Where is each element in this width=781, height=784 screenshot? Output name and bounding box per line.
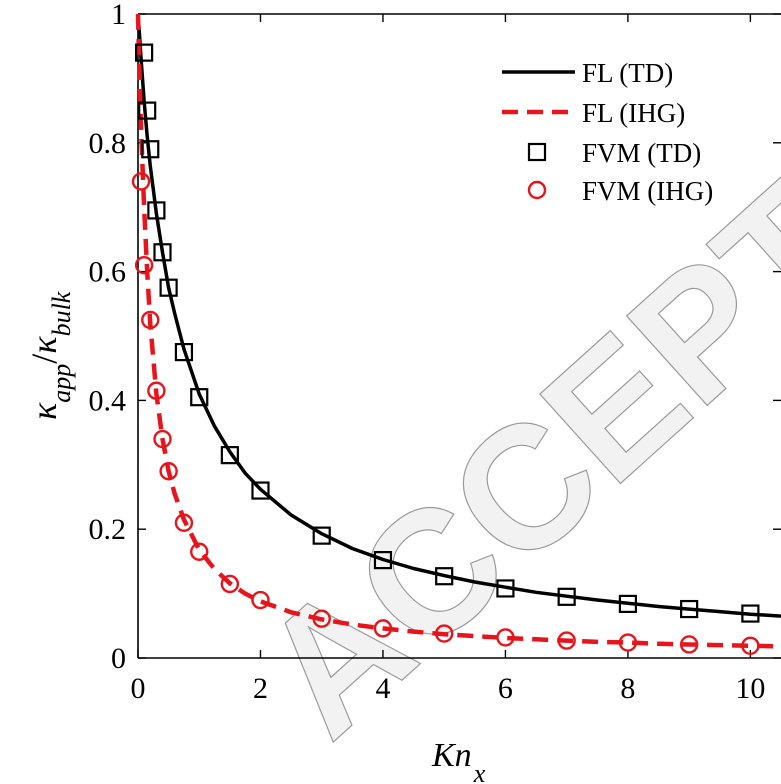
data-point-fvm-td bbox=[435, 567, 454, 586]
data-point-fvm-ihg bbox=[312, 609, 331, 628]
data-point-fvm-ihg bbox=[618, 633, 638, 652]
data-point-fvm-ihg bbox=[251, 590, 270, 610]
data-point-fvm-ihg bbox=[373, 619, 393, 638]
y-tick-label: 0.6 bbox=[89, 256, 127, 289]
y-tick-label: 0.2 bbox=[89, 513, 127, 546]
series-line-fl-ihg bbox=[135, 13, 781, 649]
data-point-fvm-ihg bbox=[557, 631, 576, 650]
legend-marker-fvm-ihg bbox=[527, 180, 547, 200]
legend-label-fl-ihg: FL (IHG) bbox=[582, 98, 685, 128]
y-axis-label-kappa-1: κ bbox=[24, 402, 64, 420]
y-axis-label: κapp/κbulk bbox=[24, 291, 76, 420]
y-tick-label: 0.4 bbox=[89, 384, 127, 417]
legend-label-fvm-td: FVM (TD) bbox=[582, 138, 701, 168]
data-point-fvm-ihg bbox=[496, 628, 515, 647]
data-point-fvm-td bbox=[557, 587, 576, 606]
data-point-fvm-td bbox=[373, 551, 393, 570]
y-axis-label-slash: / bbox=[24, 354, 64, 364]
data-point-fvm-ihg bbox=[153, 429, 172, 449]
y-tick-label: 0 bbox=[111, 642, 126, 675]
x-axis-label-sub: x bbox=[473, 759, 486, 784]
data-point-fvm-td bbox=[135, 43, 154, 62]
data-point-fvm-td bbox=[741, 604, 760, 623]
data-point-fvm-td bbox=[496, 579, 515, 598]
x-axis-label: Knx bbox=[431, 737, 486, 784]
data-point-fvm-td bbox=[138, 101, 157, 120]
data-point-fvm-ihg bbox=[159, 462, 178, 481]
y-axis-label-sub-app: app bbox=[47, 364, 76, 403]
data-point-fvm-td bbox=[220, 446, 239, 465]
x-axis-label-main: Kn bbox=[431, 737, 472, 774]
data-point-fvm-td bbox=[159, 278, 178, 297]
x-ticks: 0 2 4 6 8 10 bbox=[131, 14, 765, 705]
data-point-fvm-ihg bbox=[190, 542, 209, 561]
series-line-fl-td bbox=[136, 13, 781, 618]
data-point-fvm-ihg bbox=[174, 513, 194, 532]
data-point-fvm-td bbox=[251, 481, 270, 500]
x-tick-label: 2 bbox=[253, 672, 268, 705]
data-point-fvm-ihg bbox=[220, 574, 240, 594]
x-tick-label: 10 bbox=[735, 672, 765, 705]
data-point-fvm-ihg bbox=[147, 381, 166, 400]
x-tick-label: 6 bbox=[498, 672, 513, 705]
y-tick-label: 1 bbox=[111, 0, 126, 31]
data-point-fvm-ihg bbox=[679, 635, 699, 654]
data-point-fvm-ihg bbox=[134, 255, 154, 275]
legend-label-fl-td: FL (TD) bbox=[582, 58, 673, 88]
data-point-fvm-td bbox=[312, 526, 331, 545]
x-tick-label: 4 bbox=[375, 672, 390, 705]
plot-frame bbox=[137, 13, 781, 659]
data-point-fvm-td bbox=[618, 594, 638, 614]
y-tick-label: 0.8 bbox=[89, 127, 127, 160]
data-point-fvm-td bbox=[190, 388, 209, 407]
legend-marker-fvm-td bbox=[527, 142, 547, 162]
data-point-fvm-td bbox=[153, 243, 172, 262]
x-tick-label: 0 bbox=[131, 672, 146, 705]
data-point-fvm-td bbox=[680, 599, 699, 619]
data-point-fvm-td bbox=[147, 201, 166, 220]
data-point-fvm-td bbox=[174, 343, 194, 362]
y-axis-label-kappa-2: κ bbox=[24, 336, 64, 354]
series-layer bbox=[131, 13, 781, 655]
y-ticks: 0 0.2 0.4 0.6 0.8 1 bbox=[89, 0, 781, 675]
data-point-fvm-td bbox=[141, 140, 160, 159]
y-axis-label-sub-bulk: bulk bbox=[47, 291, 76, 336]
legend-label-fvm-ihg: FVM (IHG) bbox=[582, 176, 713, 206]
data-point-fvm-ihg bbox=[141, 310, 160, 330]
data-point-fvm-ihg bbox=[434, 624, 454, 643]
data-point-fvm-ihg bbox=[131, 172, 151, 191]
legend: FL (TD) FL (IHG) FVM (TD) FVM (IHG) bbox=[502, 58, 713, 206]
data-point-fvm-ihg bbox=[741, 636, 760, 655]
x-tick-label: 8 bbox=[620, 672, 635, 705]
